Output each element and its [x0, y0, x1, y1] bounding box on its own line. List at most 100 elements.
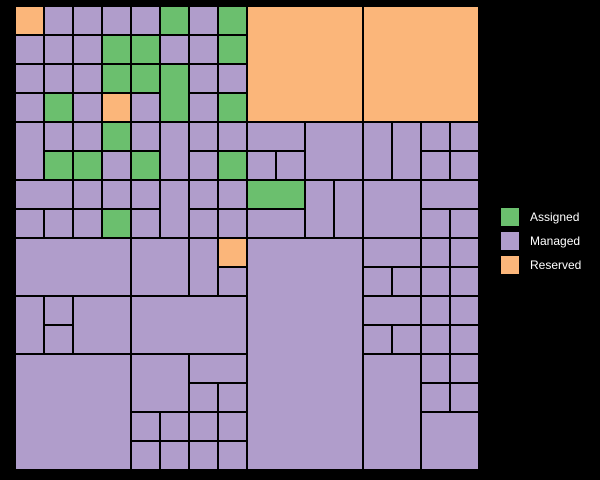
treemap-tile-managed-31 [190, 94, 217, 121]
treemap-tile-managed-58 [74, 181, 101, 208]
treemap-tile-managed-97 [422, 297, 449, 324]
treemap-tile-managed-101 [393, 326, 420, 353]
treemap-tile-managed-92 [16, 297, 43, 353]
treemap-tile-managed-33 [16, 123, 43, 179]
treemap-tile-managed-78 [451, 210, 478, 237]
treemap-tile-managed-30 [132, 94, 159, 121]
treemap-tile-managed-93 [45, 297, 72, 324]
treemap-tile-managed-10 [16, 36, 43, 63]
treemap-tile-assigned-7 [219, 7, 246, 34]
treemap-tile-managed-4 [132, 7, 159, 34]
treemap-tile-managed-2 [74, 7, 101, 34]
legend-label-assigned: Assigned [530, 210, 580, 224]
treemap-tile-managed-6 [190, 7, 217, 34]
treemap-tile-managed-42 [306, 123, 362, 179]
treemap-tile-managed-95 [132, 297, 246, 353]
treemap-tile-assigned-50 [132, 152, 159, 179]
treemap-tile-assigned-36 [103, 123, 130, 150]
treemap-tile-managed-119 [132, 442, 159, 469]
treemap-tile-managed-69 [16, 210, 43, 237]
treemap-tile-assigned-5 [161, 7, 188, 34]
treemap-tile-managed-45 [422, 123, 449, 150]
treemap-tile-managed-57 [16, 181, 72, 208]
treemap-tile-managed-56 [451, 152, 478, 179]
treemap-tile-managed-90 [422, 268, 449, 295]
treemap-tile-managed-51 [190, 152, 217, 179]
treemap-tile-managed-112 [422, 384, 449, 411]
treemap-tile-managed-66 [335, 181, 362, 237]
treemap-tile-managed-26 [16, 94, 43, 121]
treemap-tile-managed-86 [451, 239, 478, 266]
treemap-tile-managed-67 [364, 181, 420, 237]
treemap-tile-assigned-47 [45, 152, 72, 179]
treemap-tile-managed-122 [219, 442, 246, 469]
legend-swatch-reserved [500, 255, 520, 275]
treemap-tile-managed-79 [16, 239, 130, 295]
legend-swatch-assigned [500, 207, 520, 227]
treemap-tile-managed-46 [451, 123, 478, 150]
treemap-tile-managed-40 [219, 123, 246, 150]
treemap-tile-managed-84 [364, 239, 420, 266]
treemap-tile-managed-121 [190, 442, 217, 469]
treemap-tile-managed-120 [161, 442, 188, 469]
treemap-tile-managed-74 [190, 210, 217, 237]
treemap-tile-managed-19 [45, 65, 72, 92]
treemap-tile-managed-35 [74, 123, 101, 150]
treemap-tile-assigned-22 [132, 65, 159, 92]
treemap-tile-managed-110 [190, 384, 217, 411]
treemap-tile-managed-59 [103, 181, 130, 208]
treemap-tile-managed-16 [190, 36, 217, 63]
treemap-tile-managed-111 [219, 384, 246, 411]
legend-label-managed: Managed [530, 234, 581, 248]
treemap-tile-assigned-72 [103, 210, 130, 237]
treemap-tile-assigned-23 [161, 65, 188, 121]
treemap-tile-managed-81 [190, 239, 217, 295]
treemap-tile-managed-80 [132, 239, 188, 295]
treemap-tile-assigned-21 [103, 65, 130, 92]
treemap-tile-managed-75 [219, 210, 246, 237]
treemap-tile-managed-11 [45, 36, 72, 63]
treemap-tile-reserved-82 [219, 239, 246, 266]
treemap-tile-managed-102 [422, 326, 449, 353]
treemap-tile-managed-118 [422, 413, 478, 469]
treemap-tile-managed-113 [451, 384, 478, 411]
legend: Assigned Managed Reserved [500, 207, 581, 279]
treemap-tile-managed-83 [248, 239, 362, 469]
treemap-tile-managed-115 [161, 413, 188, 440]
treemap-tile-managed-1 [45, 7, 72, 34]
treemap-tile-managed-109 [451, 355, 478, 382]
treemap-tile-managed-65 [306, 181, 333, 237]
legend-item-managed: Managed [500, 231, 581, 251]
treemap-tile-managed-43 [364, 123, 391, 179]
treemap-tile-assigned-13 [103, 36, 130, 63]
treemap-tile-managed-28 [74, 94, 101, 121]
treemap-tile-managed-71 [74, 210, 101, 237]
treemap-tile-managed-62 [190, 181, 217, 208]
treemap-tile-managed-24 [190, 65, 217, 92]
treemap-tile-managed-94 [74, 297, 130, 353]
treemap-tile-managed-99 [45, 326, 72, 353]
treemap-tile-reserved-0 [16, 7, 43, 34]
legend-item-assigned: Assigned [500, 207, 581, 227]
treemap-tile-managed-76 [248, 210, 304, 237]
treemap-tile-managed-89 [393, 268, 420, 295]
treemap-tile-managed-68 [422, 181, 478, 208]
treemap-tile-managed-49 [103, 152, 130, 179]
treemap-tile-managed-85 [422, 239, 449, 266]
treemap-tile-managed-34 [45, 123, 72, 150]
treemap-tile-managed-20 [74, 65, 101, 92]
treemap-tile-managed-114 [132, 413, 159, 440]
treemap-tile-assigned-17 [219, 36, 246, 63]
treemap-tile-managed-15 [161, 36, 188, 63]
treemap-tile-managed-60 [132, 181, 159, 208]
treemap-tile-managed-41 [248, 123, 304, 150]
treemap-tile-managed-38 [161, 123, 188, 179]
treemap-tile-reserved-9 [364, 7, 478, 121]
legend-item-reserved: Reserved [500, 255, 581, 275]
treemap-tile-managed-39 [190, 123, 217, 150]
treemap-tile-managed-18 [16, 65, 43, 92]
treemap-tile-managed-105 [132, 355, 188, 411]
treemap-tile-reserved-8 [248, 7, 362, 121]
treemap-tile-managed-96 [364, 297, 420, 324]
treemap-tile-managed-100 [364, 326, 391, 353]
